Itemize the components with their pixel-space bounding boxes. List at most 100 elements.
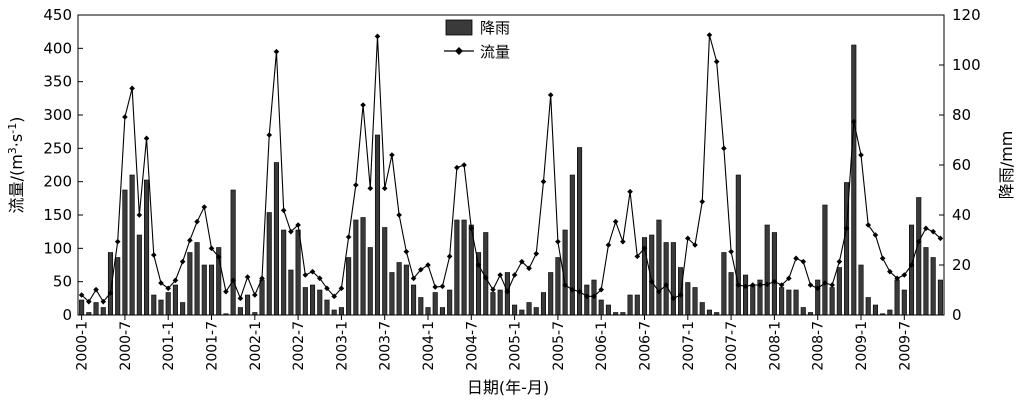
rainfall-bar [836, 267, 842, 316]
rainfall-bar [230, 189, 236, 316]
rainfall-bar [288, 269, 294, 316]
flow-point [403, 248, 410, 255]
rainfall-bar [555, 257, 561, 316]
rainfall-bar [569, 174, 575, 316]
rainfall-bar [627, 294, 633, 316]
rainfall-bar [735, 174, 741, 316]
y-left-tick-label: 50 [53, 273, 72, 291]
x-tick-label: 2007-7 [724, 321, 740, 371]
x-tick-label: 2005-7 [551, 321, 567, 371]
x-tick-label: 2005-1 [508, 321, 524, 371]
rainfall-bar [360, 217, 366, 316]
flow-point [692, 242, 698, 248]
rainfall-bar [916, 197, 922, 316]
flow-point [894, 275, 900, 282]
y-left-tick-label: 450 [43, 6, 72, 24]
y-axis-left-title-main: 流量/(m [7, 154, 26, 213]
rainfall-bar [93, 302, 99, 316]
flow-point [324, 285, 330, 292]
rainfall-bar [201, 264, 207, 316]
x-tick-label: 2003-1 [334, 321, 350, 371]
flow-point [620, 238, 626, 245]
y-left-tick-label: 200 [43, 173, 72, 191]
rainfall-bar [281, 229, 287, 316]
rainfall-bar [367, 247, 373, 316]
flow-point [165, 285, 172, 292]
flow-point [555, 238, 561, 245]
flow-point [150, 252, 157, 258]
rainfall-bar [692, 287, 698, 316]
rainfall-bar [526, 302, 532, 316]
rainfall-bar [829, 287, 835, 316]
flow-point [699, 198, 706, 205]
rainfall-bar [237, 307, 243, 316]
flow-point [836, 258, 843, 265]
flow-point [937, 235, 944, 242]
legend-label-rainfall: 降雨 [480, 19, 510, 37]
y-left-tick-label: 0 [62, 306, 72, 324]
flow-point [576, 288, 583, 295]
rainfall-bar [389, 272, 395, 316]
x-tick-label: 2008-7 [811, 321, 827, 371]
flow-point [735, 282, 742, 288]
flow-point [648, 278, 655, 285]
flow-point [114, 238, 121, 245]
rainfall-bar [533, 307, 539, 316]
flow-point [901, 272, 908, 278]
flow-point [345, 234, 352, 240]
flow-point [569, 286, 576, 293]
rainfall-bar [490, 292, 496, 316]
flow-point [432, 284, 439, 290]
flow-point [143, 135, 150, 142]
y-right-tick-label: 60 [952, 156, 971, 174]
flow-point [360, 102, 366, 108]
flow-point [598, 286, 605, 293]
flow-point [583, 293, 590, 300]
flow-point [252, 292, 258, 298]
rainfall-bar [540, 292, 547, 316]
flow-point [887, 268, 893, 275]
flow-point [244, 274, 251, 280]
rainfall-bar [439, 307, 445, 316]
flow-point [482, 274, 489, 281]
flow-point [86, 298, 92, 305]
flow-point [814, 285, 821, 292]
rainfall-bar [122, 189, 128, 316]
flow-point [923, 225, 929, 232]
flow-point [807, 282, 814, 288]
rainfall-bar [605, 304, 611, 316]
rainfall-bar [331, 309, 337, 316]
flow-point [497, 272, 503, 278]
flow-point [771, 278, 778, 285]
flow-point [706, 32, 713, 38]
rainfall-bar [302, 287, 308, 316]
rainfall-bar [598, 299, 604, 316]
x-tick-label: 2007-1 [681, 321, 697, 371]
rainfall-bars [79, 44, 943, 316]
flow-point [793, 255, 799, 262]
x-tick-label: 2004-1 [421, 321, 437, 371]
axes: 0 50 100 150 200 250 300 350 400 450 0 20 40 60 80 100 1… [43, 6, 980, 371]
rainfall-bar [858, 264, 864, 316]
flow-point [454, 164, 460, 171]
rainfall-bar [208, 264, 215, 316]
y-left-tick-label: 300 [43, 106, 72, 124]
rainfall-bar [894, 279, 900, 316]
rainfall-bar [194, 242, 200, 316]
flow-line [78, 32, 944, 305]
y-axis-left-title: 流量/(m3·s-1) [6, 117, 26, 214]
flow-point [158, 280, 164, 286]
flow-point [266, 132, 273, 138]
flow-point [446, 253, 453, 260]
flow-point [519, 258, 525, 265]
rainfall-bar [743, 274, 749, 316]
flow-point [417, 266, 424, 273]
rainfall-bar [295, 229, 301, 316]
rainfall-bar [187, 252, 193, 316]
rainfall-bar [461, 219, 467, 316]
y-axis-left-title-sup1: 3 [6, 147, 19, 154]
flow-point [721, 145, 727, 152]
rainfall-bar [338, 307, 344, 316]
flow-point [122, 114, 128, 120]
